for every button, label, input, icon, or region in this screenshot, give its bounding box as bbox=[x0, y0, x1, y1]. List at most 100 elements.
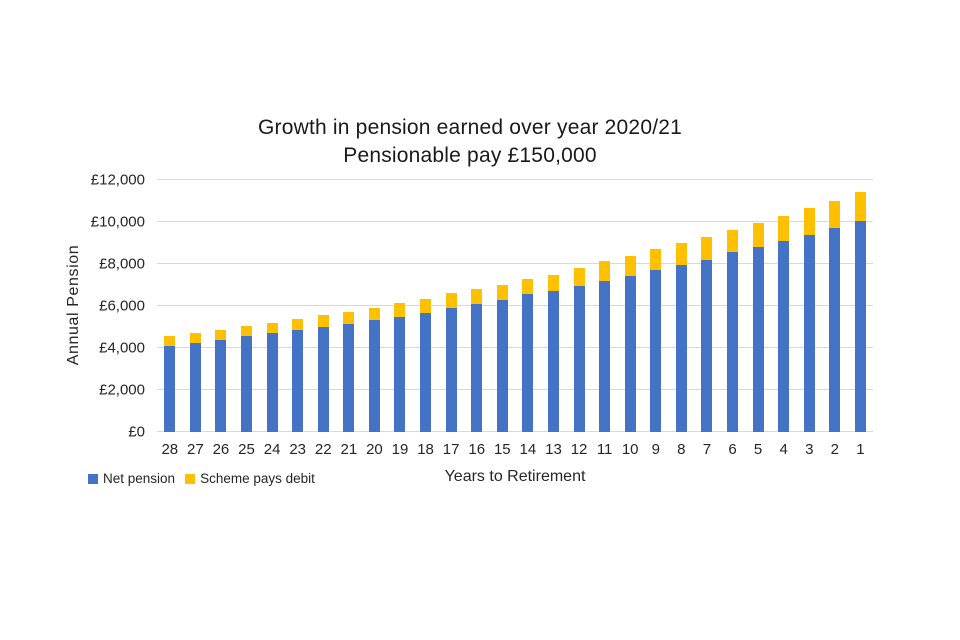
bar-segment-net-pension bbox=[368, 319, 380, 432]
bar-segment-net-pension bbox=[752, 247, 764, 432]
bar-segment-net-pension bbox=[445, 308, 457, 432]
legend-label-scheme-pays-debit: Scheme pays debit bbox=[200, 471, 315, 486]
bar-slot-year-15 bbox=[490, 180, 516, 432]
legend-swatch-net-pension bbox=[88, 473, 98, 484]
x-tick-label: 27 bbox=[187, 441, 204, 458]
gridline bbox=[157, 263, 873, 264]
bar-year-17 bbox=[445, 180, 457, 432]
bar-segment-scheme-pays-debit bbox=[650, 249, 662, 271]
bar-year-2 bbox=[829, 180, 841, 432]
bar-year-5 bbox=[752, 180, 764, 432]
bar-year-14 bbox=[522, 180, 534, 432]
bar-segment-net-pension bbox=[650, 270, 662, 432]
bar-slot-year-7 bbox=[694, 180, 720, 432]
bar-slot-year-11 bbox=[592, 180, 618, 432]
bar-year-15 bbox=[496, 180, 508, 432]
bar-slot-year-24 bbox=[259, 180, 285, 432]
x-tick-label: 5 bbox=[753, 441, 763, 458]
bar-slot-year-3 bbox=[796, 180, 822, 432]
bar-slot-year-9 bbox=[643, 180, 669, 432]
bar-segment-scheme-pays-debit bbox=[445, 293, 457, 309]
y-tick-label: £6,000 bbox=[99, 297, 145, 315]
bar-segment-net-pension bbox=[599, 280, 611, 432]
bar-slot-year-14 bbox=[515, 180, 541, 432]
bar-segment-scheme-pays-debit bbox=[547, 274, 559, 292]
bar-segment-net-pension bbox=[522, 294, 534, 432]
x-tick-label: 12 bbox=[570, 441, 588, 458]
bar-slot-year-12 bbox=[566, 180, 592, 432]
x-tick-label: 19 bbox=[391, 441, 409, 458]
x-tick-label: 15 bbox=[493, 441, 511, 458]
bar-segment-scheme-pays-debit bbox=[189, 333, 201, 343]
gridline bbox=[157, 221, 873, 222]
x-tick-label: 28 bbox=[161, 441, 179, 458]
bar-segment-net-pension bbox=[292, 330, 304, 432]
bar-year-25 bbox=[241, 180, 253, 432]
x-tick-label: 14 bbox=[519, 441, 537, 458]
bar-segment-net-pension bbox=[343, 323, 355, 432]
bar-year-9 bbox=[650, 180, 662, 432]
x-tick-label: 4 bbox=[779, 441, 788, 458]
bar-segment-net-pension bbox=[727, 252, 738, 432]
bar-slot-year-26 bbox=[208, 180, 234, 432]
legend: Net pension Scheme pays debit bbox=[88, 471, 315, 486]
bar-segment-scheme-pays-debit bbox=[803, 208, 815, 235]
bar-segment-scheme-pays-debit bbox=[420, 299, 432, 314]
bar-slot-year-20 bbox=[362, 180, 388, 432]
bar-year-22 bbox=[317, 180, 329, 432]
bar-segment-scheme-pays-debit bbox=[266, 322, 278, 334]
legend-label-net-pension: Net pension bbox=[103, 471, 176, 486]
bar-slot-year-17 bbox=[438, 180, 464, 432]
bar-segment-scheme-pays-debit bbox=[292, 319, 304, 331]
x-tick-label: 18 bbox=[417, 441, 434, 458]
bar-segment-scheme-pays-debit bbox=[727, 230, 738, 253]
x-tick-label: 8 bbox=[677, 441, 686, 458]
bar-slot-year-27 bbox=[183, 180, 209, 432]
legend-item-scheme-pays-debit: Scheme pays debit bbox=[185, 471, 315, 486]
bar-segment-net-pension bbox=[164, 345, 176, 432]
bar-slot-year-1 bbox=[848, 180, 874, 432]
bar-year-28 bbox=[164, 180, 176, 432]
bar-segment-net-pension bbox=[189, 342, 201, 432]
bar-segment-net-pension bbox=[573, 286, 585, 432]
bar-segment-scheme-pays-debit bbox=[522, 279, 534, 295]
bar-segment-net-pension bbox=[854, 220, 866, 432]
bar-slot-year-2 bbox=[822, 180, 848, 432]
bar-segment-scheme-pays-debit bbox=[701, 236, 713, 260]
bar-slot-year-8 bbox=[669, 180, 695, 432]
bar-segment-net-pension bbox=[266, 333, 278, 432]
bar-segment-scheme-pays-debit bbox=[829, 201, 841, 229]
bar-year-16 bbox=[471, 180, 483, 432]
gridline bbox=[157, 389, 873, 390]
bar-segment-net-pension bbox=[547, 291, 559, 432]
x-tick-label: 3 bbox=[805, 441, 814, 458]
bar-slot-year-16 bbox=[464, 180, 490, 432]
bar-slot-year-22 bbox=[310, 180, 336, 432]
bar-segment-scheme-pays-debit bbox=[675, 243, 687, 266]
bar-segment-net-pension bbox=[803, 234, 815, 432]
y-axis-tick-labels: £0 £2,000 £4,000 £6,000 £8,000 £10,000 £12,000 bbox=[0, 172, 145, 441]
bar-segment-scheme-pays-debit bbox=[624, 255, 636, 276]
x-tick-label: 22 bbox=[314, 441, 332, 458]
bar-segment-scheme-pays-debit bbox=[573, 267, 585, 287]
bar-segment-net-pension bbox=[317, 327, 329, 432]
x-tick-label: 10 bbox=[621, 441, 639, 458]
bar-slot-year-19 bbox=[387, 180, 413, 432]
x-tick-label: 6 bbox=[728, 441, 737, 458]
bar-segment-scheme-pays-debit bbox=[241, 325, 253, 337]
bar-year-6 bbox=[727, 180, 738, 432]
bar-slot-year-13 bbox=[541, 180, 567, 432]
bar-segment-net-pension bbox=[496, 299, 508, 432]
bar-slot-year-18 bbox=[413, 180, 439, 432]
bar-year-11 bbox=[599, 180, 611, 432]
y-tick-label: £12,000 bbox=[90, 171, 145, 189]
bar-segment-net-pension bbox=[701, 259, 713, 432]
bar-year-23 bbox=[292, 180, 304, 432]
bar-slot-year-10 bbox=[617, 180, 643, 432]
bar-year-18 bbox=[420, 180, 432, 432]
bar-segment-scheme-pays-debit bbox=[599, 261, 611, 281]
chart-title-line1: Growth in pension earned over year 2020/… bbox=[257, 116, 682, 139]
bar-slot-year-6 bbox=[720, 180, 746, 432]
bar-segment-scheme-pays-debit bbox=[343, 311, 355, 324]
chart-title: Growth in pension earned over year 2020/… bbox=[0, 114, 940, 170]
